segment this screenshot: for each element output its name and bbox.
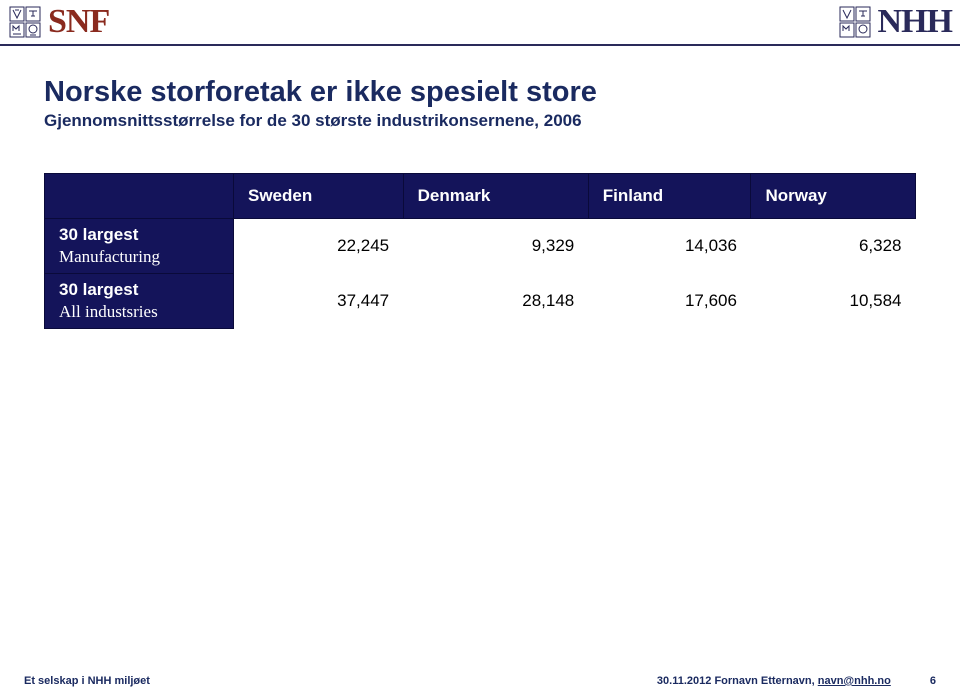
- logo-nhh-text: NHH: [878, 3, 952, 41]
- row-label-main: 30 largest: [59, 225, 138, 244]
- content-area: Norske storforetak er ikke spesielt stor…: [0, 46, 960, 329]
- footer-email: navn@nhh.no: [818, 675, 891, 687]
- cell: 14,036: [588, 219, 751, 274]
- nhh-crest-icon: [838, 5, 872, 39]
- row-label-main: 30 largest: [59, 280, 138, 299]
- cell: 22,245: [234, 219, 404, 274]
- cell: 6,328: [751, 219, 916, 274]
- cell: 9,329: [403, 219, 588, 274]
- slide-footer: Et selskap i NHH miljøet 30.11.2012 Forn…: [0, 675, 960, 687]
- logo-snf-text: SNF: [48, 3, 109, 41]
- cell: 10,584: [751, 274, 916, 329]
- footer-date: 30.11.2012: [657, 675, 711, 687]
- footer-left: Et selskap i NHH miljøet: [24, 675, 150, 687]
- header-bar: SNF NHH: [0, 0, 960, 46]
- slide-title: Norske storforetak er ikke spesielt stor…: [44, 76, 916, 109]
- col-sweden: Sweden: [234, 174, 404, 219]
- cell: 37,447: [234, 274, 404, 329]
- table-row: 30 largest Manufacturing 22,245 9,329 14…: [45, 219, 916, 274]
- logo-nhh: NHH: [838, 3, 952, 41]
- footer-page-number: 6: [930, 675, 936, 687]
- data-table: Sweden Denmark Finland Norway 30 largest…: [44, 173, 916, 329]
- table-header-row: Sweden Denmark Finland Norway: [45, 174, 916, 219]
- footer-right: 30.11.2012 Fornavn Etternavn, navn@nhh.n…: [657, 675, 936, 687]
- col-finland: Finland: [588, 174, 751, 219]
- col-denmark: Denmark: [403, 174, 588, 219]
- snf-crest-icon: [8, 5, 42, 39]
- cell: 28,148: [403, 274, 588, 329]
- logo-snf: SNF: [8, 3, 109, 41]
- cell: 17,606: [588, 274, 751, 329]
- footer-author: Fornavn Etternavn,: [714, 675, 814, 687]
- row-label-all-industries: 30 largest All industsries: [45, 274, 234, 329]
- row-label-manufacturing: 30 largest Manufacturing: [45, 219, 234, 274]
- table-corner-cell: [45, 174, 234, 219]
- slide-subtitle: Gjennomsnittsstørrelse for de 30 største…: [44, 111, 916, 131]
- col-norway: Norway: [751, 174, 916, 219]
- row-label-sub: Manufacturing: [59, 247, 219, 267]
- row-label-sub: All industsries: [59, 302, 219, 322]
- table-row: 30 largest All industsries 37,447 28,148…: [45, 274, 916, 329]
